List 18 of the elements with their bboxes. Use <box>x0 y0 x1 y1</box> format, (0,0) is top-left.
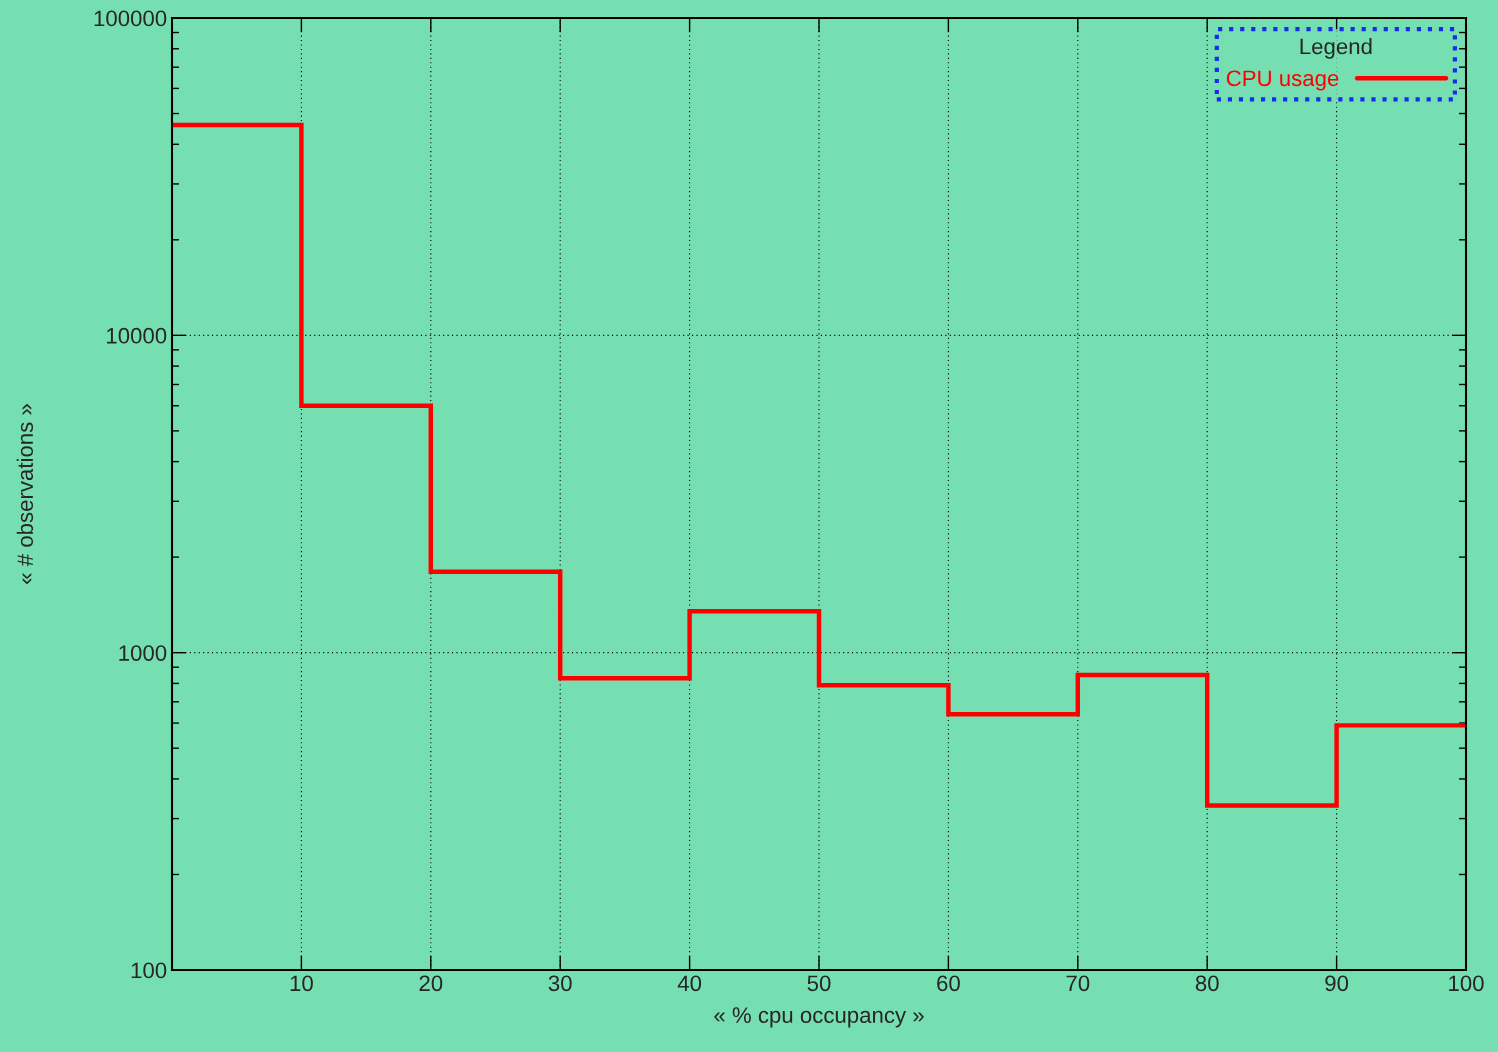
x-tick-label: 40 <box>677 975 702 992</box>
x-tick-label: 30 <box>548 975 572 992</box>
x-tick-label: 90 <box>1325 975 1349 992</box>
x-tick-label: 20 <box>419 975 443 992</box>
legend-title: Legend <box>1300 38 1372 59</box>
x-tick-label: 100 <box>1449 975 1484 992</box>
y-tick-label: 100 <box>131 962 167 979</box>
x-tick-label: 60 <box>937 975 960 992</box>
x-axis-title: « % cpu occupancy » <box>714 1007 924 1028</box>
x-tick-label: 80 <box>1195 975 1219 992</box>
legend-label: CPU usage <box>1226 70 1339 91</box>
y-tick-label: 1000 <box>119 645 167 661</box>
y-tick-label: 10000 <box>107 327 167 344</box>
x-tick-label: 10 <box>290 975 313 992</box>
y-axis-title: « # observations » <box>16 404 34 584</box>
x-tick-label: 50 <box>807 975 831 992</box>
x-tick-label: 70 <box>1066 975 1090 992</box>
y-tick-label: 100000 <box>94 10 167 27</box>
